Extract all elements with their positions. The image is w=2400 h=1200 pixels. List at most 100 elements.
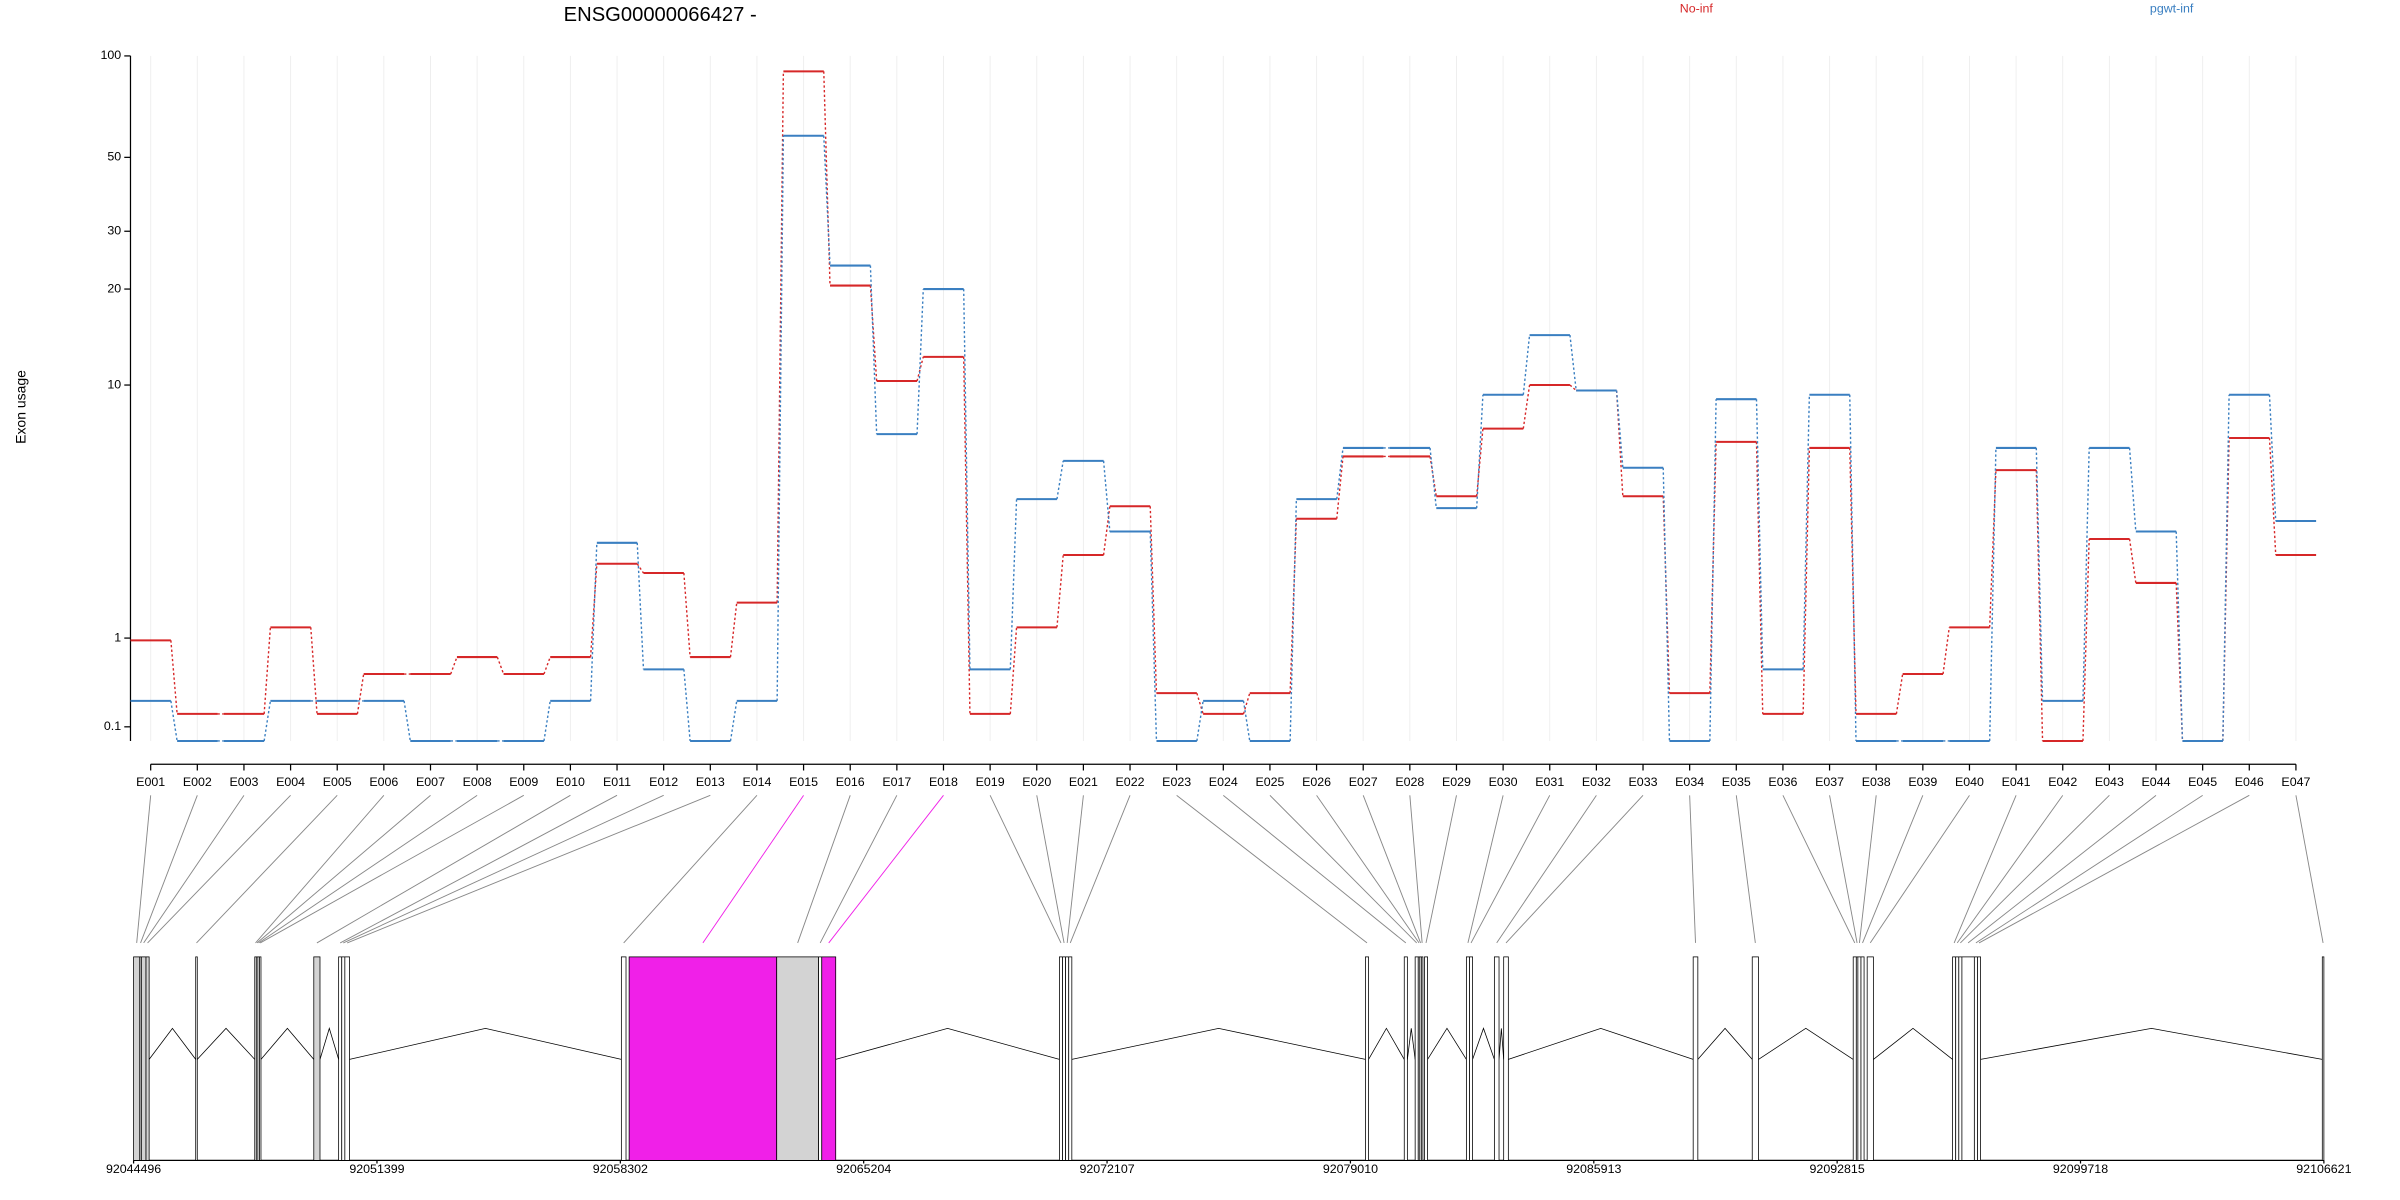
x-tick-label: E044 (2142, 775, 2171, 789)
exon-connector (797, 795, 851, 944)
exon (1493, 956, 1500, 1161)
x-tick-label: E002 (183, 775, 212, 789)
x-tick-label: E045 (2188, 775, 2217, 789)
x-tick-label: E032 (1582, 775, 1611, 789)
step-connector (916, 289, 924, 435)
x-tick-label: E004 (276, 775, 305, 789)
step-connector (916, 356, 924, 382)
genome-tick-label: 92085913 (1566, 1162, 1621, 1176)
x-tick-label: E035 (1722, 775, 1751, 789)
exon (1365, 956, 1369, 1161)
step-connector (310, 627, 318, 714)
step-connector (1988, 470, 1997, 628)
step-connector (1755, 399, 1764, 670)
step-connector (1522, 384, 1531, 429)
exon (1866, 956, 1874, 1161)
y-tick-label: 10 (107, 377, 121, 391)
step-connector (729, 700, 738, 742)
step-connector (263, 627, 272, 714)
exon-connector (1066, 795, 1084, 943)
exon-connector (1858, 795, 1877, 943)
exon-connector (140, 795, 198, 944)
exon-connector (1362, 795, 1422, 944)
x-tick-label: E014 (742, 775, 771, 789)
exon (1469, 956, 1473, 1161)
intron (1368, 1027, 1405, 1060)
exon-connector (1425, 795, 1457, 944)
intron (1873, 1027, 1953, 1060)
step-connector (1289, 499, 1298, 741)
x-tick-label: E010 (556, 775, 585, 789)
legend-entry: No-inf (1680, 2, 1714, 16)
exon-connector (316, 794, 571, 944)
x-tick-label: E016 (836, 775, 865, 789)
exon-connector (259, 794, 524, 944)
x-tick-label: E040 (1955, 775, 1984, 789)
step-connector (823, 135, 831, 266)
exon-connector (828, 795, 944, 944)
x-tick-label: E047 (2281, 775, 2310, 789)
step-connector (1102, 460, 1111, 532)
step-connector (1849, 447, 1857, 714)
step-connector (2082, 447, 2090, 701)
x-tick-label: E018 (929, 775, 958, 789)
exon-connector (819, 795, 898, 944)
exon-connector (1467, 795, 1504, 944)
step-connector (1196, 692, 1204, 715)
step-connector (2035, 447, 2044, 701)
step-connector (496, 656, 505, 675)
exon-connector (1069, 795, 1131, 944)
chart-title: ENSG00000066427 - (564, 4, 757, 26)
step-connector (1709, 399, 1717, 741)
exon (1860, 956, 1865, 1161)
x-tick-label: E019 (976, 775, 1005, 789)
step-connector (1569, 384, 1577, 392)
x-tick-label: E041 (2002, 775, 2031, 789)
legend-entry: pgwt-inf (2150, 2, 2194, 16)
exon-connector (256, 794, 431, 944)
step-connector (776, 135, 785, 701)
intron (1980, 1027, 2323, 1060)
x-tick-label: E037 (1815, 775, 1844, 789)
step-connector (403, 700, 411, 742)
exon (1961, 956, 1975, 1161)
step-connector (1615, 390, 1624, 497)
step-connector (2268, 437, 2277, 556)
x-tick-label: E007 (416, 775, 445, 789)
exon-connector (1975, 794, 2203, 944)
x-tick-label: E038 (1862, 775, 1891, 789)
step-connector (543, 700, 551, 742)
exon-connector (1409, 795, 1423, 943)
genome-tick-label: 92044496 (106, 1162, 161, 1176)
exon (620, 956, 627, 1161)
step-connector (1102, 506, 1111, 556)
step-connector (1242, 700, 1251, 742)
intron (319, 1026, 340, 1060)
exon (776, 956, 820, 1161)
genome-tick-label: 92058302 (593, 1162, 648, 1176)
genome-tick-label: 92072107 (1079, 1162, 1134, 1176)
x-tick-label: E022 (1116, 775, 1145, 789)
exon-connector (1869, 795, 1970, 944)
exon-connector (1829, 795, 1858, 943)
exon-connector (1782, 795, 1856, 944)
exon (1065, 956, 1070, 1161)
genome-tick-label: 92079010 (1323, 1162, 1378, 1176)
x-tick-label: E028 (1395, 775, 1424, 789)
step-connector (1802, 447, 1811, 714)
step-connector (1522, 335, 1531, 395)
x-tick-label: E030 (1489, 775, 1518, 789)
exon-connector (136, 795, 152, 943)
exon-connector (1960, 795, 2110, 944)
step-connector (1988, 447, 1997, 741)
exon-connector (339, 794, 618, 944)
x-tick-label: E012 (649, 775, 678, 789)
x-tick-label: E043 (2095, 775, 2124, 789)
exon (195, 956, 198, 1161)
exon (1403, 956, 1408, 1161)
x-tick-label: E046 (2235, 775, 2264, 789)
x-tick-label: E039 (1908, 775, 1937, 789)
intron (1508, 1027, 1694, 1060)
